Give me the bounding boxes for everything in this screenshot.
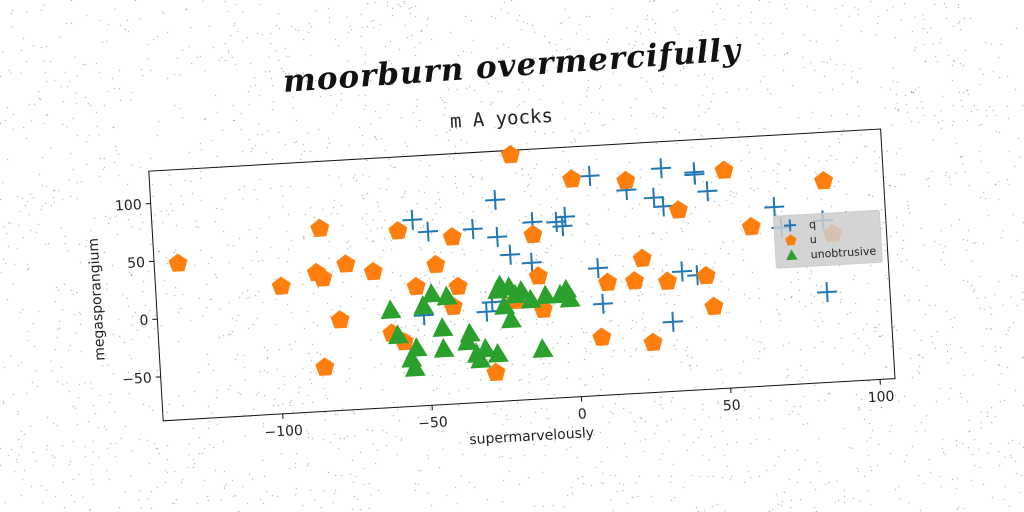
data-point-q <box>500 244 521 265</box>
data-point-u <box>271 276 291 295</box>
data-point-q <box>552 216 573 237</box>
data-point-unobtrusive <box>380 299 402 320</box>
data-point-q <box>462 219 483 240</box>
y-tick-label: −50 <box>122 370 152 388</box>
data-point-u <box>616 170 636 190</box>
data-point-unobtrusive <box>459 322 481 343</box>
data-point-u <box>643 332 663 352</box>
data-point-q <box>662 311 683 332</box>
x-axis-label: supermarvelously <box>469 425 595 448</box>
data-point-u <box>598 272 618 292</box>
data-point-unobtrusive <box>406 337 428 358</box>
x-tick-label: 50 <box>722 398 741 415</box>
plot-area-frame <box>148 128 896 422</box>
data-point-q <box>817 282 838 303</box>
data-point-unobtrusive <box>413 295 435 315</box>
x-tick-label: −100 <box>264 423 303 441</box>
legend-marker-unobtrusive <box>786 249 798 261</box>
data-point-q <box>554 206 576 227</box>
data-point-q <box>521 252 542 273</box>
legend-label: q <box>809 218 817 231</box>
data-point-q <box>592 293 614 314</box>
data-point-unobtrusive <box>511 280 533 301</box>
y-tick-label: 50 <box>127 255 146 272</box>
data-point-u <box>486 362 506 382</box>
data-point-q <box>587 258 608 279</box>
data-point-q <box>487 226 508 247</box>
chart-title: m A yocks <box>449 105 553 133</box>
data-point-u <box>388 221 408 240</box>
data-point-u <box>668 200 688 219</box>
data-point-u <box>523 224 543 244</box>
data-point-u <box>448 276 468 296</box>
data-point-unobtrusive <box>475 337 497 358</box>
data-point-unobtrusive <box>421 283 443 303</box>
y-tick-label: 100 <box>115 197 143 215</box>
data-point-unobtrusive <box>404 357 426 377</box>
data-point-u <box>426 254 446 274</box>
data-point-unobtrusive <box>433 337 455 358</box>
data-point-u <box>528 266 548 285</box>
legend-label: unobtrusive <box>810 244 876 261</box>
legend-marker-q <box>783 219 797 232</box>
data-point-u <box>442 227 462 246</box>
data-point-q <box>579 165 600 186</box>
data-point-u <box>363 261 383 281</box>
data-point-q <box>417 221 439 242</box>
data-point-unobtrusive <box>470 348 492 369</box>
legend-label: u <box>809 233 817 246</box>
data-point-u <box>696 265 716 285</box>
legend-marker-u <box>785 234 797 246</box>
y-tick-label: 0 <box>139 313 149 329</box>
data-point-unobtrusive <box>532 338 554 358</box>
data-point-u <box>624 271 644 290</box>
data-point-u <box>330 310 350 329</box>
data-point-u <box>315 357 335 376</box>
data-point-u <box>657 271 677 290</box>
x-tick-label: 100 <box>867 389 895 407</box>
data-point-q <box>684 164 705 185</box>
x-tick-label: −50 <box>418 414 448 432</box>
data-point-u <box>500 144 520 164</box>
data-point-q <box>643 187 664 208</box>
data-point-q <box>671 261 693 282</box>
data-point-u <box>714 160 734 179</box>
data-point-u <box>310 218 330 237</box>
data-point-u <box>704 296 724 316</box>
data-point-u <box>168 253 188 272</box>
data-point-unobtrusive <box>488 342 509 363</box>
data-point-q <box>764 196 785 218</box>
data-point-unobtrusive <box>535 284 557 305</box>
data-point-q <box>651 158 672 179</box>
data-point-u <box>632 248 652 268</box>
data-point-q <box>697 181 718 202</box>
data-point-unobtrusive <box>436 285 458 306</box>
data-point-u <box>406 276 426 296</box>
data-point-u <box>336 254 356 273</box>
data-point-unobtrusive <box>559 287 581 308</box>
data-point-unobtrusive <box>388 324 409 345</box>
legend-box <box>773 209 883 269</box>
data-point-u <box>562 169 582 188</box>
data-point-q <box>402 209 423 230</box>
data-point-unobtrusive <box>501 308 522 329</box>
data-point-q <box>485 189 506 210</box>
y-axis-label: megasporangium <box>86 238 109 362</box>
data-point-q <box>653 196 674 217</box>
data-point-u <box>741 216 761 236</box>
data-point-u <box>313 268 333 287</box>
data-point-u <box>592 327 612 346</box>
x-tick-label: 0 <box>577 406 587 422</box>
data-point-q <box>476 301 497 322</box>
data-point-u <box>814 170 833 190</box>
data-point-unobtrusive <box>432 317 454 338</box>
